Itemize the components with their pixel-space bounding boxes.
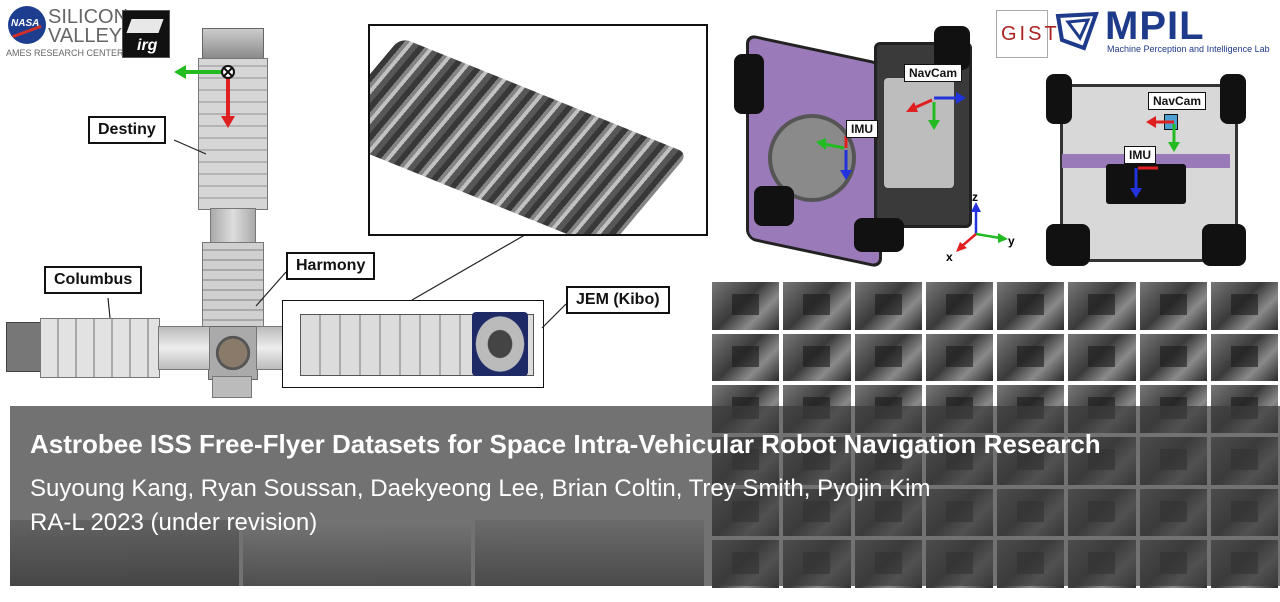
destiny-axes (174, 65, 235, 128)
destiny-label: Destiny (88, 116, 166, 144)
astrobee-3d-axes (816, 92, 966, 180)
grid-image (1068, 282, 1136, 330)
columbus-module (40, 318, 160, 378)
grid-image (783, 333, 851, 382)
grid-image (712, 333, 780, 382)
harmony-module (202, 242, 264, 330)
astrobee-front-axes (1130, 116, 1180, 198)
grid-image (925, 333, 993, 382)
gist-logo: GIST (996, 10, 1057, 58)
columbus-label: Columbus (44, 266, 143, 294)
nasa-logo-text: NASA (11, 18, 40, 29)
navcam-label-right: NavCam (1148, 92, 1207, 110)
grid-image (997, 333, 1065, 382)
iss-bottom-stub (212, 376, 252, 398)
paper-title: Astrobee ISS Free-Flyer Datasets for Spa… (30, 429, 1101, 459)
reference-axes (956, 202, 1008, 252)
irg-logo-text: irg (137, 37, 158, 54)
mpil-subtitle: Machine Perception and Intelligence Lab (1107, 44, 1270, 54)
harmony-node-hatch (208, 326, 258, 380)
jem-endcap (472, 312, 528, 376)
map-3d-pointcloud (370, 37, 689, 234)
columbus-connector (158, 326, 210, 370)
grid-image (925, 282, 993, 330)
grid-image (1139, 333, 1207, 382)
navcam-label-left: NavCam (904, 64, 963, 82)
mpil-logo-icon (1054, 10, 1100, 52)
gist-logo-text: GIST (1001, 23, 1060, 45)
iss-node-top (202, 28, 264, 60)
map-3d-frame (368, 24, 708, 236)
silicon-text: SILICON (48, 6, 129, 28)
ames-text: AMES RESEARCH CENTER (6, 48, 124, 58)
destiny-module (198, 58, 268, 210)
leader-lines (107, 139, 567, 329)
banner-photo-strip (10, 520, 705, 586)
jem-label: JEM (Kibo) (566, 286, 670, 314)
astrobee-3d (734, 18, 972, 269)
paper-authors: Suyoung Kang, Ryan Soussan, Daekyeong Le… (30, 475, 931, 502)
grid-image (783, 282, 851, 330)
imu-label-left: IMU (846, 120, 878, 138)
grid-image (1210, 282, 1278, 330)
grid-image (854, 282, 922, 330)
grid-image (712, 282, 780, 330)
iss-connector-1 (210, 208, 256, 244)
grid-image (997, 282, 1065, 330)
valley-text: VALLEY (48, 25, 123, 47)
grid-image (1068, 333, 1136, 382)
axis-label-z: z (972, 190, 978, 204)
grid-image (1210, 333, 1278, 382)
axis-label-y: y (1008, 234, 1015, 248)
axis-label-x: x (946, 250, 953, 264)
mpil-text: MPIL (1105, 4, 1205, 48)
irg-logo: irg (122, 10, 170, 58)
paper-venue: RA-L 2023 (under revision) (30, 509, 318, 536)
harmony-label: Harmony (286, 252, 376, 280)
grid-image (854, 333, 922, 382)
nasa-logo: NASA (8, 6, 46, 44)
imu-label-right: IMU (1124, 146, 1156, 164)
grid-image (1139, 282, 1207, 330)
